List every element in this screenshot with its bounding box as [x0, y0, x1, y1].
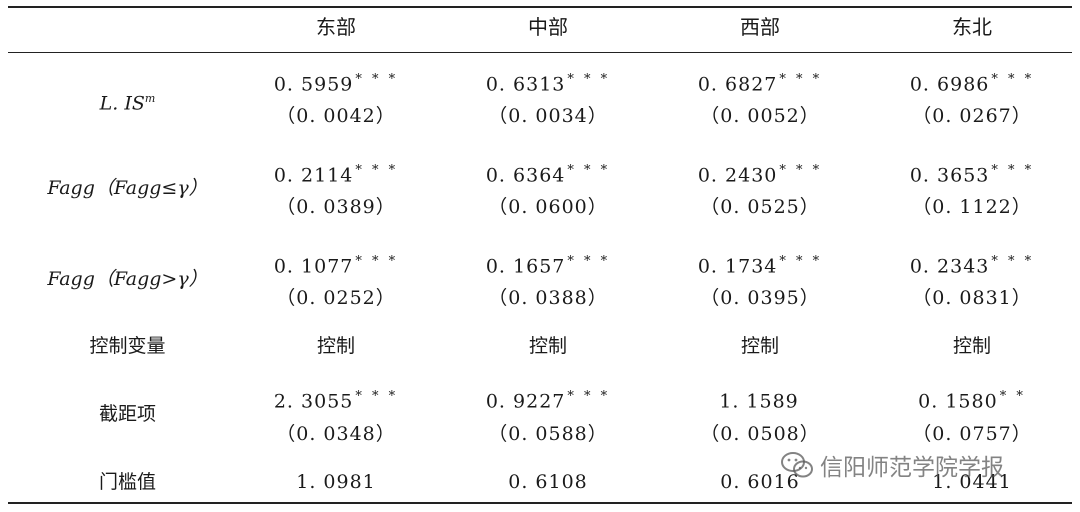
coef-cell: 0. 6827 * * * — [697, 72, 823, 96]
controls-cell: 控制 — [952, 335, 991, 357]
se-cell: （0. 0757） — [912, 423, 1032, 445]
watermark: 信阳师范学院学报 — [780, 448, 1004, 482]
se-cell: （0. 0267） — [912, 105, 1032, 127]
coef-cell: 0. 2114 * * * — [273, 163, 399, 187]
coef-cell: 0. 6313 * * * — [485, 72, 611, 96]
row-label-fagg-low: Fagg（Fagg≤γ） — [47, 177, 208, 199]
coef-cell: 1. 1589 — [719, 390, 799, 413]
threshold-cell: 1. 0981 — [296, 471, 376, 493]
coef-cell: 0. 2430 * * * — [697, 163, 823, 187]
coef-cell: 2. 3055 * * * — [273, 389, 399, 413]
se-cell: （0. 0525） — [700, 196, 820, 218]
se-cell: （0. 0395） — [700, 287, 820, 309]
row-label-lis: L. ISm — [20, 87, 235, 115]
controls-cell: 控制 — [316, 335, 355, 357]
coef-cell: 0. 3653 * * * — [909, 163, 1035, 187]
coef-cell: 0. 9227 * * * — [485, 389, 611, 413]
row-label-lis-main: L. IS — [99, 92, 145, 115]
row-label-threshold: 门槛值 — [98, 471, 156, 493]
coef-cell: 0. 6986 * * * — [909, 72, 1035, 96]
controls-cell: 控制 — [528, 335, 567, 357]
se-cell: （0. 1122） — [912, 196, 1032, 218]
se-cell: （0. 0388） — [488, 287, 608, 309]
se-cell: （0. 0600） — [488, 196, 608, 218]
se-cell: （0. 0508） — [700, 423, 820, 445]
se-cell: （0. 0588） — [488, 423, 608, 445]
top-rule — [8, 6, 1072, 8]
se-cell: （0. 0042） — [276, 105, 396, 127]
se-cell: （0. 0052） — [700, 105, 820, 127]
controls-cell: 控制 — [740, 335, 779, 357]
threshold-cell: 1. 0441 — [932, 471, 1012, 493]
coef-cell: 0. 5959 * * * — [273, 72, 399, 96]
column-header-east: 东部 — [316, 15, 356, 39]
row-label-controls: 控制变量 — [89, 335, 166, 357]
row-label-lis-sup: m — [144, 92, 156, 105]
threshold-cell: 0. 6016 — [720, 471, 800, 493]
row-label-fagg-high: Fagg（Fagg>γ） — [47, 268, 208, 290]
row-label-intercept: 截距项 — [98, 403, 156, 425]
se-cell: （0. 0389） — [276, 196, 396, 218]
coef-cell: 0. 1657 * * * — [485, 254, 611, 278]
se-cell: （0. 0034） — [488, 105, 608, 127]
coef-cell: 0. 2343 * * * — [909, 254, 1035, 278]
se-cell: （0. 0348） — [276, 423, 396, 445]
header-rule — [8, 52, 1072, 53]
bottom-rule — [8, 502, 1072, 504]
wechat-icon — [781, 452, 813, 478]
coef-cell: 0. 6364 * * * — [485, 163, 611, 187]
column-header-west: 西部 — [740, 15, 780, 39]
threshold-cell: 0. 6108 — [508, 471, 588, 493]
se-cell: （0. 0252） — [276, 287, 396, 309]
coef-cell: 0. 1580 * * — [918, 389, 1026, 413]
column-header-northeast: 东北 — [952, 15, 992, 39]
se-cell: （0. 0831） — [912, 287, 1032, 309]
watermark-text: 信阳师范学院学报 — [820, 455, 1004, 481]
column-header-central: 中部 — [528, 15, 568, 39]
coef-cell: 0. 1077 * * * — [273, 254, 399, 278]
coef-cell: 0. 1734 * * * — [697, 254, 823, 278]
